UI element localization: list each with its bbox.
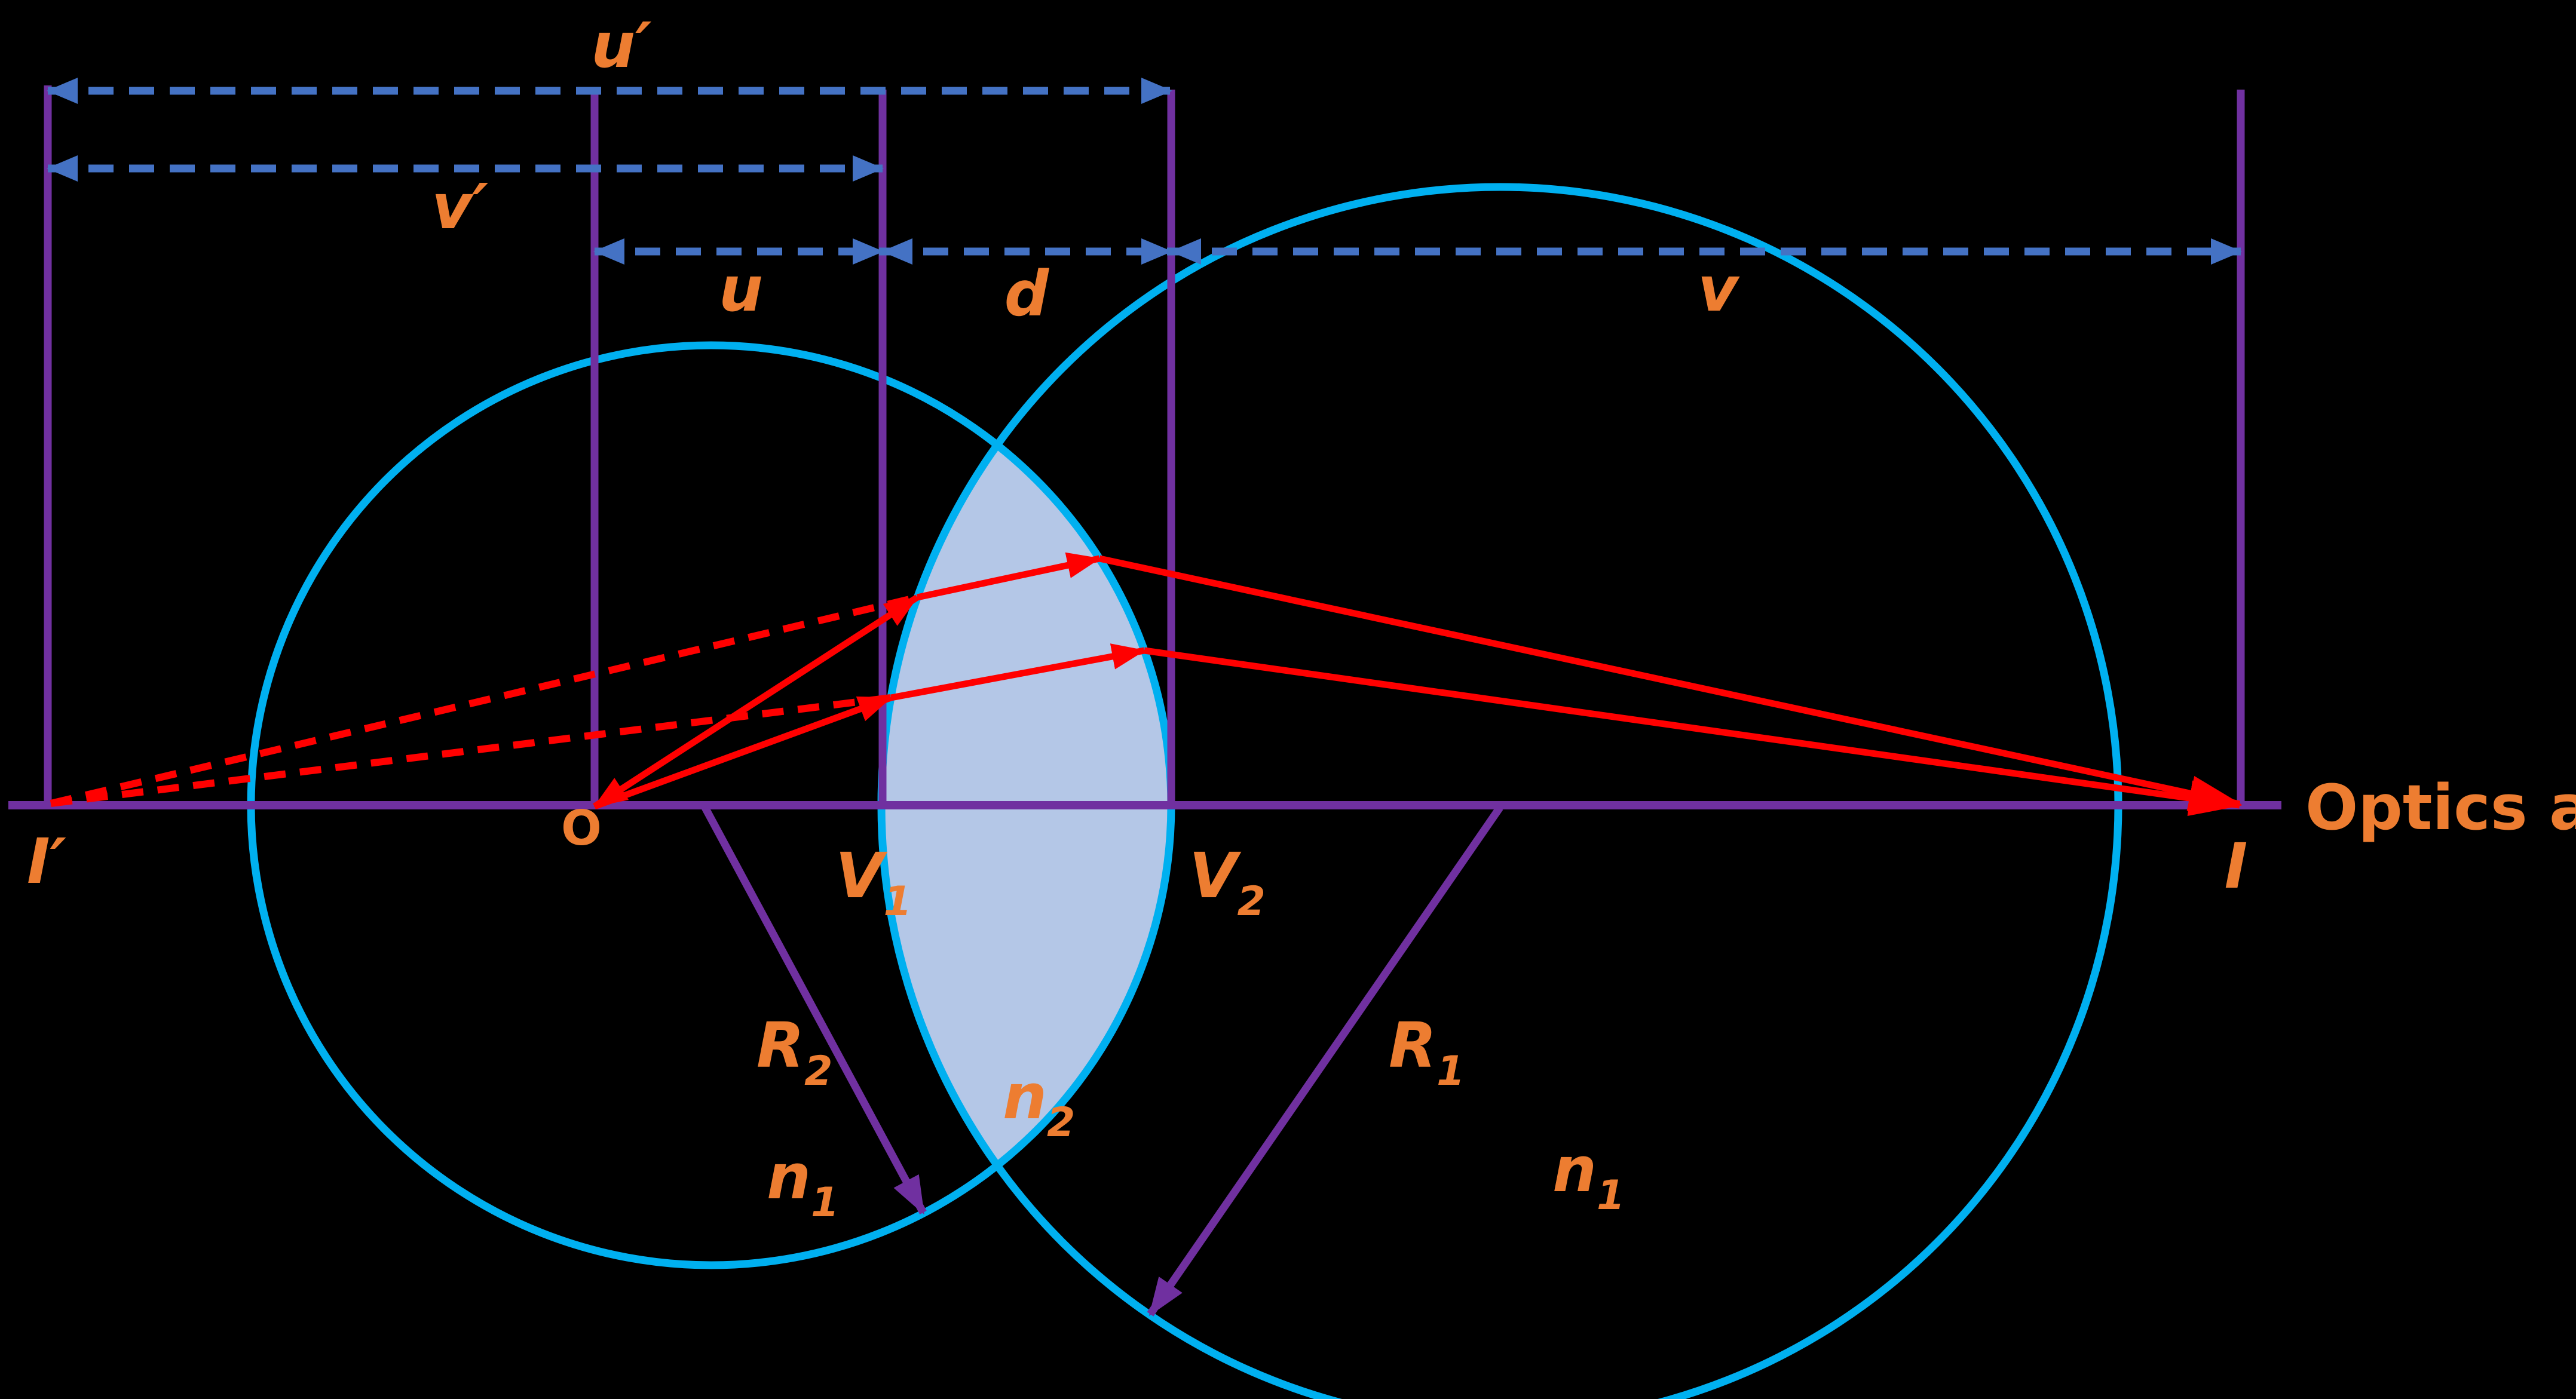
label-n2: n2 (1003, 1060, 1075, 1146)
label-u-prime: u′ (591, 9, 651, 82)
in-lens-ray-lower (890, 643, 1145, 701)
incident-ray-lower (593, 694, 892, 810)
label-r1: R1 (1389, 1009, 1465, 1095)
radius-arrow-r2 (702, 805, 927, 1215)
refracted-ray-upper (1098, 555, 2242, 811)
label-v-prime: v′ (431, 170, 488, 243)
label-n1-right: n1 (1552, 1133, 1625, 1219)
radius-arrow-r1 (1147, 805, 1503, 1317)
virtual-ray-upper-dashed (50, 594, 918, 807)
label-point-i-prime: I′ (27, 825, 66, 898)
label-v: v (1698, 253, 1740, 326)
label-d: d (1004, 257, 1050, 330)
label-point-v2: V2 (1189, 839, 1266, 925)
in-lens-ray-upper (916, 552, 1101, 601)
label-r2: R2 (756, 1009, 832, 1095)
label-point-o: O (561, 800, 602, 856)
refracted-ray-lower (1144, 647, 2242, 816)
label-point-i: I (2225, 830, 2248, 903)
label-point-v1: V1 (835, 839, 912, 925)
label-n1-left: n1 (767, 1140, 839, 1226)
incident-ray-upper (593, 594, 919, 809)
virtual-ray-lower-dashed (50, 694, 892, 807)
label-u: u (719, 253, 763, 326)
label-optics-axis: Optics axis (2305, 771, 2576, 844)
